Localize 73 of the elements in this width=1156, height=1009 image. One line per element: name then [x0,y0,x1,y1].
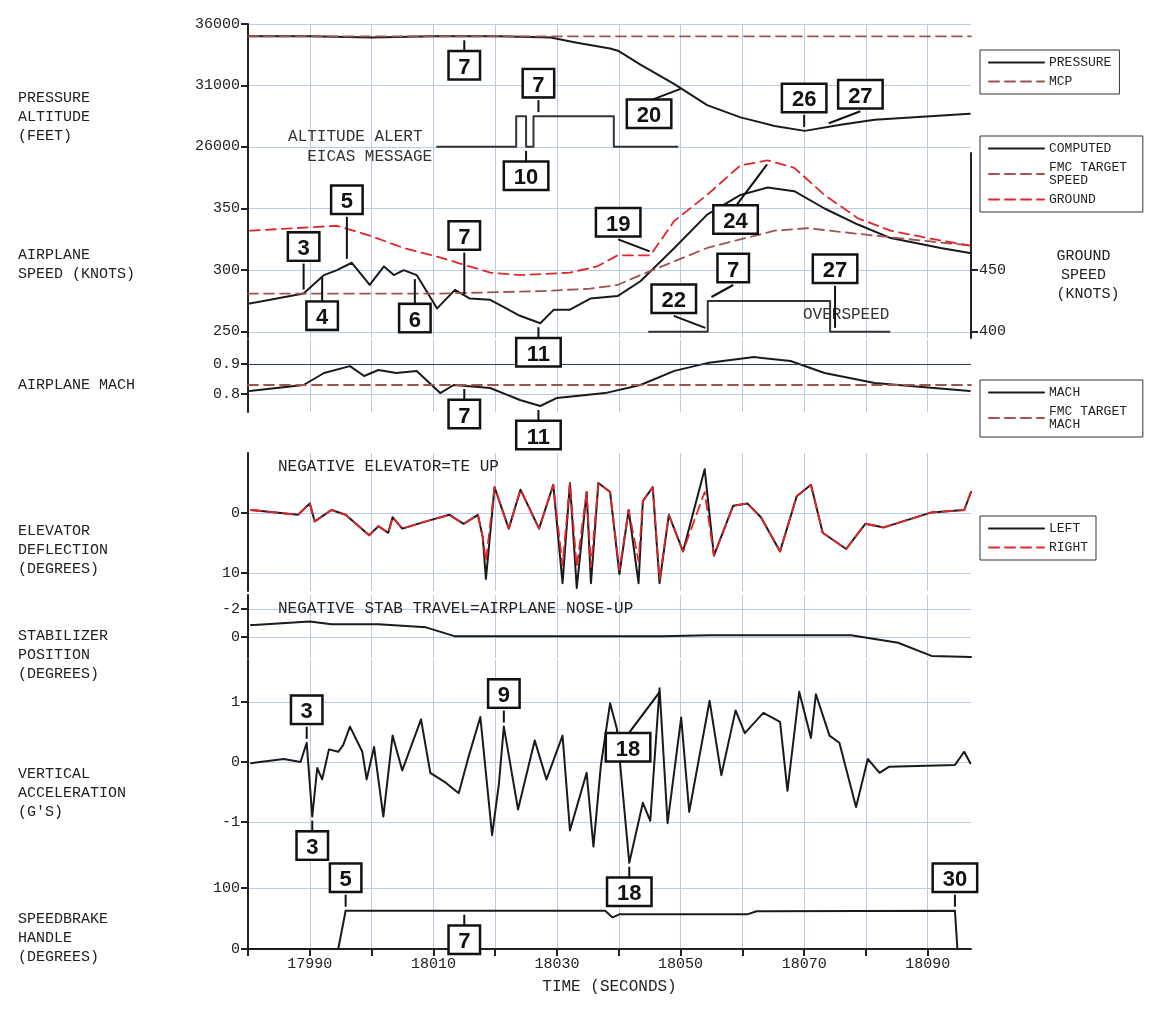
annotation: 7 [727,256,740,282]
y-tick-label: 0 [230,940,240,958]
y-tick-label: 300 [212,261,240,279]
y-axis-title: SPEEDBRAKE HANDLE (DEGREES) [18,910,118,966]
y2-tick-label: 450 [979,261,1007,279]
annotation: 5 [339,866,352,892]
annotation: 18 [615,735,641,761]
annotation: 22 [661,287,687,313]
y-axis-title: ELEVATOR DEFLECTION (DEGREES) [18,523,118,578]
y-axis-title: PRESSURE ALTITUDE (FEET) [18,89,100,145]
x-tick-label: 18050 [658,956,704,973]
y-axis-title: VERTICAL ACCELERATION (G'S) [18,766,136,821]
annotation: 27 [822,257,848,283]
annotation: 11 [526,423,551,449]
annotation: 20 [636,102,662,128]
x-axis-title: TIME (SECONDS) [542,978,677,996]
annotation: 7 [458,224,471,250]
annotation: 7 [532,71,545,97]
legend-label: COMPUTED [1049,141,1112,156]
annotation: 5 [340,188,353,214]
x-tick-label: 17990 [287,956,333,973]
legend-label: MCP [1049,74,1073,89]
y-tick-label: 100 [212,879,240,897]
y-tick-label: 0 [230,628,240,646]
annotation: 4 [316,304,330,330]
y-tick-label: 0 [230,504,240,522]
y-tick-label: 26000 [194,138,240,156]
x-tick-label: 18070 [781,956,827,973]
y-tick-label: 31000 [194,76,240,94]
legend-label: MACH [1049,385,1081,400]
x-tick-label: 18010 [410,956,456,973]
y-tick-label: 10 [221,564,240,582]
y-tick-label: 36000 [194,15,240,33]
y-tick-label: -1 [221,813,240,831]
annotation: 10 [513,164,539,190]
annotation: 3 [297,235,310,261]
y-tick-label: -2 [221,600,240,618]
annotation: 19 [605,210,631,236]
annotation: 3 [300,698,313,724]
series-label: ALTITUDE ALERT EICAS MESSAGE [288,127,433,166]
y-tick-label: 0 [230,753,240,771]
annotation: 18 [617,880,642,906]
legend-label: LEFT [1049,521,1081,536]
annotation: 27 [848,82,873,108]
annotation: NEGATIVE STAB TRAVEL=AIRPLANE NOSE-UP [278,600,634,618]
y-tick-label: 0.8 [212,385,240,403]
annotation: 24 [723,207,749,233]
legend-label: PRESSURE [1049,55,1112,70]
y2-tick-label: 400 [979,323,1007,341]
annotation: 3 [306,834,319,860]
y-tick-label: 0.9 [212,355,240,373]
annotation: 7 [458,53,471,79]
annotation: 7 [458,402,471,428]
annotation: 26 [791,86,817,112]
legend-label: GROUND [1049,192,1097,207]
annotation: 30 [942,866,968,892]
y2-axis-title: GROUND SPEED (KNOTS) [1056,248,1120,303]
annotation: 6 [408,306,421,332]
legend-label: FMC TARGET SPEED [1049,160,1135,188]
annotation: 11 [526,340,551,366]
legend-label: RIGHT [1049,540,1089,555]
y-tick-label: 250 [212,323,240,341]
y-tick-label: 1 [230,693,240,711]
x-tick-label: 18090 [905,956,951,973]
y-axis-title: AIRPLANE MACH [18,377,136,394]
y-axis-title: AIRPLANE SPEED (KNOTS) [18,246,136,283]
annotation: 9 [497,682,510,708]
y-tick-label: 350 [212,200,240,217]
annotation: NEGATIVE ELEVATOR=TE UP [278,458,499,476]
y-axis-title: STABILIZER POSITION (DEGREES) [18,627,118,683]
annotation: 7 [458,928,471,954]
legend-label: FMC TARGET MACH [1049,404,1135,432]
x-tick-label: 18030 [534,956,580,973]
